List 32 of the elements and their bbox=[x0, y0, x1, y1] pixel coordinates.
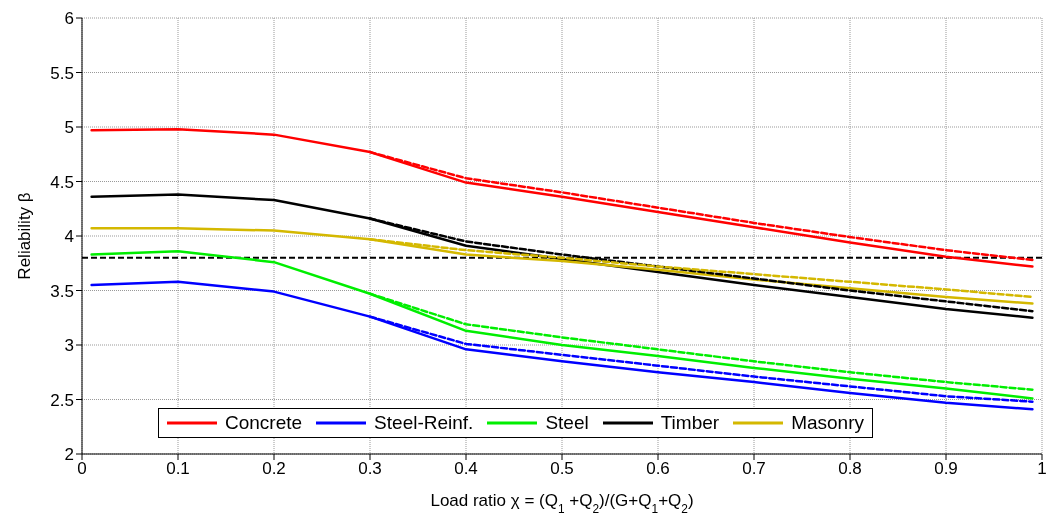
y-tick-label: 5.5 bbox=[50, 63, 74, 83]
y-tick-label: 3 bbox=[64, 336, 74, 356]
y-tick-label: 3.5 bbox=[50, 281, 74, 301]
y-tick-label: 2.5 bbox=[50, 390, 74, 410]
x-tick-label: 0.7 bbox=[742, 459, 766, 479]
x-tick-label: 0.8 bbox=[838, 459, 862, 479]
line-series bbox=[90, 227, 1034, 305]
x-tick-label: 0.9 bbox=[934, 459, 958, 479]
x-tick-label: 0.4 bbox=[454, 459, 478, 479]
legend-label: Timber bbox=[660, 412, 720, 434]
y-tick-label: 6 bbox=[64, 9, 74, 29]
x-tick-label: 0.5 bbox=[550, 459, 574, 479]
line-series bbox=[90, 280, 1034, 411]
legend-label: Steel bbox=[545, 412, 589, 434]
line-series bbox=[90, 193, 1034, 319]
line-series bbox=[90, 250, 1034, 400]
x-tick-label: 0.1 bbox=[166, 459, 190, 479]
y-tick-label: 5 bbox=[64, 118, 74, 138]
legend-label: Masonry bbox=[791, 412, 864, 434]
y-tick-label: 2 bbox=[64, 445, 74, 465]
x-tick-label: 0.3 bbox=[358, 459, 382, 479]
y-tick-label: 4 bbox=[64, 227, 74, 247]
y-tick-label: 4.5 bbox=[50, 172, 74, 192]
legend-label: Concrete bbox=[225, 412, 303, 434]
y-axis-title: Reliability β bbox=[15, 192, 34, 280]
legend-label: Steel-Reinf. bbox=[374, 412, 474, 434]
x-tick-label: 1 bbox=[1037, 459, 1047, 479]
text: Load ratio χ = (Q$_{1}$ +Q$_{2}$)/(G+Q$_{1}$+Q$_{2}$) bbox=[430, 491, 694, 516]
line-series bbox=[90, 127, 1034, 268]
x-tick-label: 0.2 bbox=[262, 459, 286, 479]
x-tick-label: 0.6 bbox=[646, 459, 670, 479]
x-tick-label: 0 bbox=[77, 459, 87, 479]
